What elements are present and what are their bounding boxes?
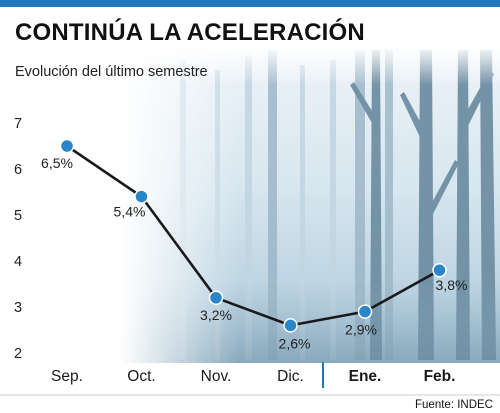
y-tick-label: 3 xyxy=(14,300,22,316)
data-point-marker xyxy=(357,304,373,319)
y-tick-label: 6 xyxy=(14,162,22,178)
y-tick-label: 4 xyxy=(14,254,22,270)
data-point-marker xyxy=(283,318,298,333)
data-label: 2,9% xyxy=(345,322,377,338)
x-tick-label: Sep. xyxy=(51,368,83,385)
y-tick-label: 2 xyxy=(14,346,22,362)
data-label: 3,8% xyxy=(436,277,468,293)
series-markers xyxy=(59,138,447,333)
source-note: Fuente: INDEC xyxy=(415,399,493,411)
forest-background-image xyxy=(120,45,500,363)
y-tick-label: 5 xyxy=(14,208,22,224)
data-point-marker xyxy=(208,290,224,306)
x-tick-label: Dic. xyxy=(277,368,304,385)
data-label: 5,4% xyxy=(114,204,146,220)
data-label: 6,5% xyxy=(41,155,73,171)
x-tick-label: Nov. xyxy=(201,368,232,385)
x-axis-ticks: Sep. Oct. Nov. Dic. Ene. Feb. xyxy=(51,368,455,385)
data-labels: 6,5% 5,4% 3,2% 2,6% 2,9% 3,8% xyxy=(41,155,467,351)
x-tick-label: Feb. xyxy=(424,368,456,385)
data-point-marker xyxy=(432,262,447,278)
top-accent-bar xyxy=(0,0,500,7)
data-label: 2,6% xyxy=(279,335,311,351)
x-tick-label: Oct. xyxy=(127,368,155,385)
data-label: 3,2% xyxy=(200,307,232,323)
y-axis-ticks: 2 3 4 5 6 7 xyxy=(14,116,22,362)
chart-subtitle: Evolución del último semestre xyxy=(15,64,208,80)
chart-title: CONTINÚA LA ACELERACIÓN xyxy=(15,18,365,46)
x-tick-label: Ene. xyxy=(349,368,382,385)
y-tick-label: 7 xyxy=(14,116,22,132)
data-point-marker xyxy=(134,189,149,204)
data-point-marker xyxy=(59,138,75,154)
series-line xyxy=(66,144,441,327)
